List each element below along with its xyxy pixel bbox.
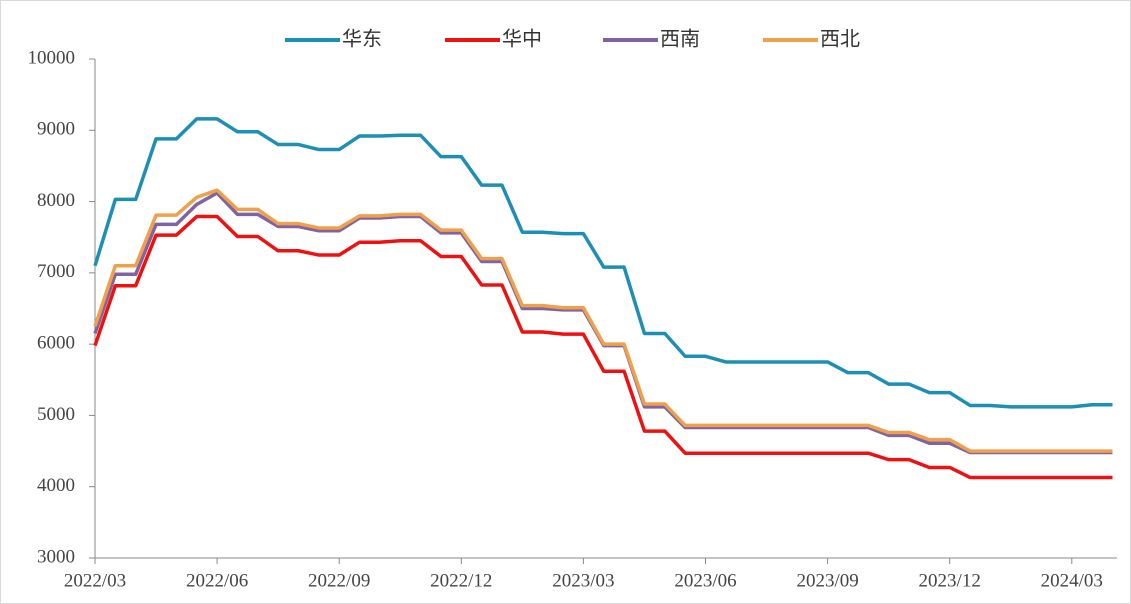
- series-line: [93, 214, 1113, 480]
- x-tick-label: 2022/06: [186, 570, 248, 591]
- y-tick-label: 10000: [28, 47, 76, 68]
- legend-label: 华中: [502, 27, 542, 51]
- x-tick-label: 2023/09: [796, 570, 858, 591]
- series-line: [93, 117, 1113, 409]
- x-tick-label: 2022/12: [430, 570, 492, 591]
- x-tick-label: 2024/03: [1041, 570, 1103, 591]
- legend-label: 华东: [342, 27, 382, 51]
- y-tick-label: 7000: [37, 261, 75, 282]
- x-tick-label: 2023/06: [674, 570, 736, 591]
- y-tick-label: 9000: [37, 119, 75, 140]
- y-tick-label: 3000: [37, 546, 75, 567]
- x-tick-label: 2023/12: [919, 570, 981, 591]
- legend-label: 西南: [660, 27, 700, 51]
- x-tick-label: 2023/03: [552, 570, 614, 591]
- y-tick-label: 4000: [37, 475, 75, 496]
- series-line: [93, 188, 1113, 453]
- x-tick-label: 2022/03: [64, 570, 126, 591]
- x-tick-label: 2022/09: [308, 570, 370, 591]
- legend-label: 西北: [820, 27, 860, 51]
- y-tick-label: 6000: [37, 333, 75, 354]
- y-tick-label: 5000: [37, 404, 75, 425]
- y-tick-label: 8000: [37, 190, 75, 211]
